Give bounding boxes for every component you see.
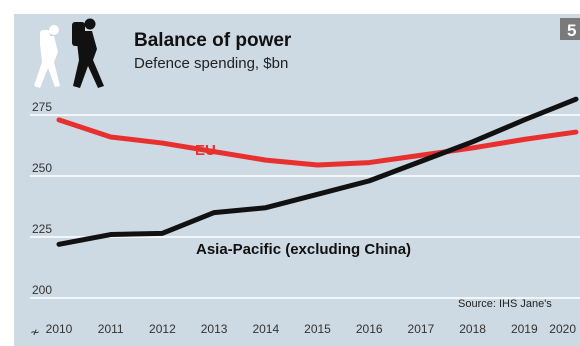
chart-title: Balance of power bbox=[134, 30, 292, 51]
y-axis-ticks: 200 225 250 275 bbox=[32, 100, 52, 297]
series-lines bbox=[56, 96, 579, 247]
chart-number-badge bbox=[560, 18, 580, 40]
x-tick-label: 2017 bbox=[408, 322, 435, 336]
x-tick-label: 2011 bbox=[98, 322, 124, 336]
x-tick-label: 2013 bbox=[201, 322, 228, 336]
two-hikers-icon bbox=[34, 18, 104, 88]
x-tick-label: 2016 bbox=[356, 322, 383, 336]
y-tick-label: 225 bbox=[32, 222, 52, 236]
x-tick-label: 2020 bbox=[549, 322, 576, 336]
x-tick-label: 2012 bbox=[149, 322, 176, 336]
x-axis-ticks: 2010 2011 2012 2013 2014 2015 2016 2017 2018 2019… bbox=[46, 322, 577, 336]
series-line-eu bbox=[56, 117, 579, 168]
x-tick-label: 2018 bbox=[459, 322, 486, 336]
y-tick-label: 250 bbox=[32, 161, 52, 175]
chart-subtitle: Defence spending, $bn bbox=[134, 55, 288, 72]
y-tick-label: 200 bbox=[32, 283, 52, 297]
chart-panel bbox=[14, 14, 580, 346]
x-tick-label: 2015 bbox=[304, 322, 331, 336]
series-label-eu: EU bbox=[195, 142, 216, 159]
y-tick-label: 275 bbox=[32, 100, 52, 114]
source-note: Source: IHS Jane's bbox=[458, 298, 552, 310]
series-line-asia-pacific bbox=[56, 96, 579, 247]
chart-number: 5 bbox=[567, 21, 576, 40]
x-tick-label: 2014 bbox=[252, 322, 279, 336]
series-label-asia-pacific: Asia-Pacific (excluding China) bbox=[196, 241, 411, 258]
x-tick-label: 2010 bbox=[46, 322, 73, 336]
axis-break-icon: ≁ bbox=[30, 325, 40, 339]
gridlines bbox=[30, 114, 580, 299]
x-tick-label: 2019 bbox=[511, 322, 538, 336]
